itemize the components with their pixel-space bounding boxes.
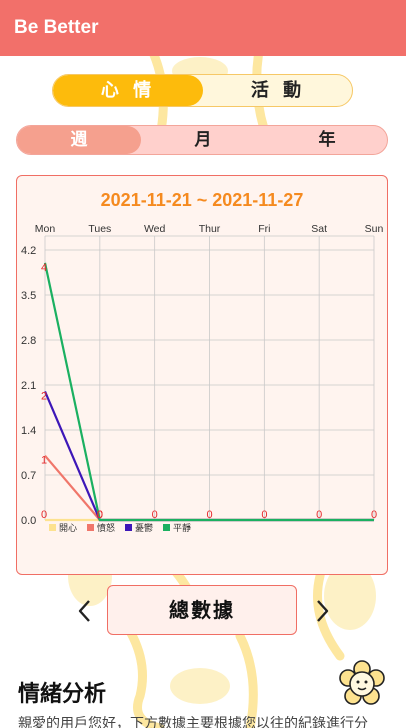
chart-card: 2021-11-21 ~ 2021-11-27 Mon Tues Wed Thur Fr…: [16, 175, 388, 575]
legend-label: 平靜: [173, 522, 191, 534]
y-tick-label: 1.4: [21, 425, 36, 437]
tab-activity[interactable]: 活 動: [203, 75, 353, 106]
tab-year[interactable]: 年: [265, 126, 388, 154]
y-tick-label: 0.0: [21, 515, 36, 527]
mode-segmented-control: 心 情 活 動: [52, 74, 353, 107]
point-label: 2: [41, 390, 47, 402]
point-label: 0: [207, 509, 213, 521]
y-tick-label: 3.5: [21, 290, 36, 302]
point-label: 0: [97, 509, 103, 521]
point-label: 0: [152, 509, 158, 521]
legend-label: 開心: [59, 523, 77, 534]
x-tick-label: Wed: [144, 223, 166, 235]
point-label: 0: [41, 509, 47, 521]
mood-line-chart: Mon Tues Wed Thur Fri Sat Sun 0.0 0.7 1.4 2.1 2.8 3.…: [17, 176, 389, 576]
legend-swatch: [49, 524, 56, 531]
tab-month[interactable]: 月: [141, 126, 265, 154]
chevron-right-icon[interactable]: [311, 596, 335, 626]
legend-label: 憂鬱: [135, 522, 153, 534]
point-label: 0: [261, 509, 267, 521]
total-data-button[interactable]: 總數據: [107, 585, 297, 635]
flower-character-icon[interactable]: [338, 660, 386, 708]
chevron-left-icon[interactable]: [72, 596, 96, 626]
x-tick-label: Sun: [365, 223, 384, 235]
x-tick-label: Tues: [88, 223, 111, 235]
period-segmented-control: 週 月 年: [16, 125, 388, 155]
tab-week[interactable]: 週: [17, 126, 141, 154]
y-tick-label: 2.8: [21, 335, 36, 347]
x-tick-label: Mon: [35, 223, 56, 235]
legend-swatch: [87, 524, 94, 531]
point-label: 0: [316, 509, 322, 521]
x-tick-label: Sat: [311, 223, 327, 235]
point-label: 1: [41, 455, 47, 467]
app-title: Be Better: [0, 0, 406, 56]
legend-label: 憤怒: [97, 522, 115, 534]
legend-swatch: [125, 524, 132, 531]
y-tick-label: 0.7: [21, 470, 36, 482]
x-tick-label: Thur: [199, 223, 221, 235]
x-tick-label: Fri: [258, 223, 270, 235]
point-label: 0: [371, 509, 377, 521]
y-tick-label: 2.1: [21, 380, 36, 392]
analysis-title: 情緒分析: [18, 676, 106, 708]
point-label: 4: [41, 262, 47, 274]
legend-swatch: [163, 524, 170, 531]
y-tick-label: 4.2: [21, 245, 36, 257]
analysis-text: 親愛的用戶您好，下方數據主要根據您以往的紀錄進行分: [18, 716, 398, 728]
tab-mood[interactable]: 心 情: [53, 75, 203, 106]
